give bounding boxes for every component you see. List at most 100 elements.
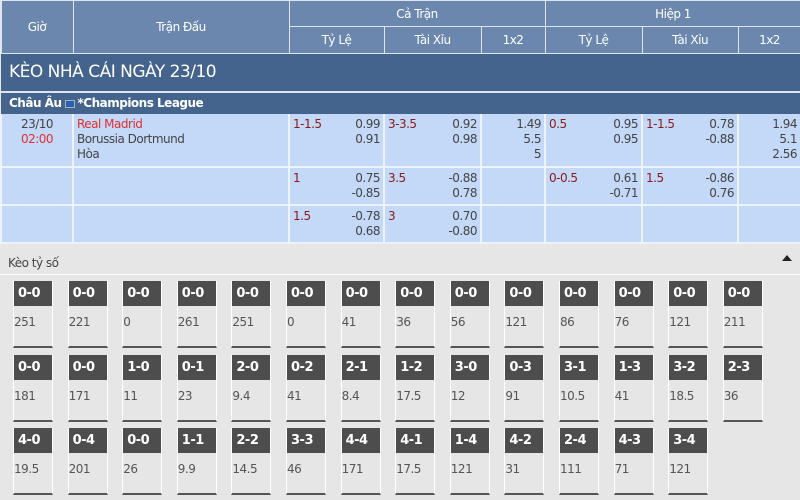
h1_hdp-cell[interactable]: 0.5 0.95 0.95 (544, 113, 643, 168)
score-card[interactable]: 4-4 171 (340, 428, 381, 495)
score-label: 2-4 (560, 428, 598, 453)
ft_1x2-cell[interactable] (480, 204, 546, 244)
score-card[interactable]: 0-0 121 (668, 281, 709, 348)
score-odds: 251 (232, 315, 254, 329)
score-odds: 71 (614, 462, 630, 476)
score-card[interactable]: 0-0 76 (613, 281, 654, 348)
score-card[interactable]: 3-3 46 (286, 428, 326, 495)
score-card[interactable]: 1-0 11 (122, 354, 163, 422)
league-name: *Champions League (77, 96, 204, 110)
table-row: 23/10 02:00 Real Madrid Borussia Dortmund H… (0, 113, 800, 168)
score-card[interactable]: 0-0 0 (286, 281, 326, 348)
score-card[interactable]: 0-1 23 (176, 354, 217, 422)
score-card[interactable]: 0-0 26 (122, 428, 163, 495)
score-label: 1-4 (450, 428, 489, 453)
score-odds: 17.5 (396, 462, 421, 476)
h1_1x2-cell[interactable]: 1.94 5.1 2.56 (736, 113, 800, 168)
score-label: 0-2 (287, 354, 325, 380)
score-card[interactable]: 0-0 36 (395, 281, 436, 348)
odd: -0.86 (705, 170, 734, 185)
score-label: 0-0 (14, 354, 52, 380)
score-card[interactable]: 1-1 9.9 (176, 428, 217, 495)
score-card[interactable]: 4-2 31 (504, 428, 545, 495)
score-card[interactable]: 0-0 211 (722, 281, 763, 348)
score-card[interactable]: 0-0 181 (13, 354, 53, 422)
ft_ou-cell[interactable]: 3 0.70 -0.80 (383, 204, 482, 244)
score-card[interactable]: 0-0 261 (176, 281, 217, 348)
score-odds: 211 (723, 315, 746, 329)
score-card[interactable]: 3-1 10.5 (559, 354, 599, 422)
score-card[interactable]: 0-4 201 (67, 428, 108, 495)
h1_ou-cell[interactable]: 1-1.5 0.78 -0.88 (641, 113, 739, 168)
score-odds: 23 (177, 388, 193, 403)
ft_1x2-cell[interactable] (480, 166, 546, 206)
ft_1x2-cell[interactable]: 1.49 5.5 5 (480, 113, 546, 168)
score-card[interactable]: 4-3 71 (613, 428, 654, 495)
score-card[interactable]: 2-4 111 (559, 428, 599, 495)
score-card[interactable]: 1-3 41 (613, 354, 654, 422)
score-card[interactable]: 3-2 18.5 (668, 354, 709, 422)
line: 3 (388, 208, 396, 223)
score-card[interactable]: 0-0 86 (559, 281, 599, 348)
score-odds: 201 (68, 462, 91, 476)
ft_ou-cell[interactable]: 3.5 -0.88 0.78 (383, 166, 482, 206)
odd: 0.78 (452, 185, 477, 200)
score-card[interactable]: 4-1 17.5 (395, 428, 436, 495)
score-card[interactable]: 4-0 19.5 (13, 428, 53, 495)
h1_ou-cell[interactable] (641, 204, 739, 244)
score-card[interactable]: 0-0 251 (231, 281, 272, 348)
odds-table: Giờ Trận Đấu Cả Trận Hiệp 1 Tỷ Lệ Tài Xỉ… (0, 0, 800, 244)
odd: 0.98 (452, 131, 477, 146)
col-match: Trận Đấu (72, 0, 290, 54)
match-cell[interactable]: Real Madrid Borussia Dortmund Hòa (72, 113, 290, 168)
score-odds: 36 (396, 315, 411, 329)
collapse-caret-icon[interactable] (782, 255, 792, 261)
score-odds: 8.4 (341, 388, 360, 403)
score-card[interactable]: 0-0 41 (340, 281, 381, 348)
odd: 0.75 (355, 170, 380, 185)
score-card[interactable]: 0-0 56 (449, 281, 490, 348)
ft_hdp-cell[interactable]: 1-1.5 0.99 0.91 (288, 113, 385, 168)
score-odds: 9.4 (232, 388, 250, 403)
score-card[interactable]: 1-4 121 (449, 428, 490, 495)
score-card[interactable]: 0-0 171 (67, 354, 108, 422)
h1_ou-cell[interactable]: 1.5 -0.86 0.76 (641, 166, 739, 206)
score-card[interactable]: 0-0 251 (13, 281, 53, 348)
score-odds: 76 (614, 315, 630, 329)
score-card[interactable]: 0-2 41 (286, 354, 326, 422)
score-odds: 18.5 (669, 388, 694, 403)
score-card[interactable]: 3-0 12 (449, 354, 490, 422)
h1_1x2-cell[interactable] (736, 204, 800, 244)
score-card[interactable]: 0-0 221 (67, 281, 108, 348)
match-cell (72, 166, 290, 206)
score-odds: 56 (450, 315, 466, 329)
h1_hdp-cell[interactable]: 0-0.5 0.61 -0.71 (544, 166, 643, 206)
col-ft-1x2: 1x2 (480, 26, 546, 54)
odd: -0.71 (609, 185, 638, 200)
ft_hdp-cell[interactable]: 1 0.75 -0.85 (288, 166, 385, 206)
odd: 5.5 (523, 131, 541, 146)
score-card[interactable]: 1-2 17.5 (395, 354, 436, 422)
score-label: 0-0 (396, 281, 435, 306)
score-card[interactable]: 2-2 14.5 (231, 428, 272, 495)
score-card[interactable]: 0-3 91 (504, 354, 545, 422)
score-card[interactable]: 2-3 36 (722, 354, 763, 422)
score-card[interactable]: 2-1 8.4 (340, 354, 381, 422)
h1_1x2-cell[interactable] (736, 166, 800, 206)
h1_hdp-cell[interactable] (544, 204, 643, 244)
ft_ou-cell[interactable]: 3-3.5 0.92 0.98 (383, 113, 482, 168)
match-cell (72, 204, 290, 244)
score-card[interactable]: 0-0 121 (504, 281, 545, 348)
score-card[interactable]: 2-0 9.4 (231, 354, 272, 422)
col-ft-handicap: Tỷ Lệ (288, 26, 385, 54)
score-label: 0-4 (68, 428, 107, 453)
score-label: 0-0 (560, 281, 598, 306)
score-card[interactable]: 0-0 0 (122, 281, 163, 348)
ft_hdp-cell[interactable]: 1.5 -0.78 0.68 (288, 204, 385, 244)
odd: -0.88 (448, 170, 477, 185)
league-row[interactable]: Châu Âu *Champions League (1, 91, 800, 114)
score-label: 1-3 (614, 354, 653, 380)
score-label: 3-4 (669, 428, 708, 453)
score-card[interactable]: 3-4 121 (668, 428, 709, 495)
score-odds: 41 (614, 388, 630, 403)
